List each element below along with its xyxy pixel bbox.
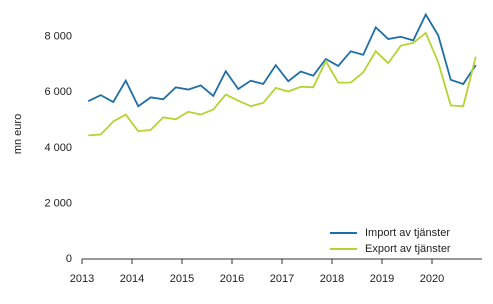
y-axis-label: mn euro — [12, 114, 24, 154]
x-tick-label: 2017 — [270, 273, 294, 285]
y-tick-label: 0 — [66, 253, 72, 265]
x-tick-label: 2020 — [420, 273, 444, 285]
series-line — [88, 31, 477, 137]
y-tick-label: 8 000 — [44, 31, 72, 43]
y-tick-label: 4 000 — [44, 142, 72, 154]
legend-label: Export av tjänster — [365, 243, 451, 255]
y-tick-label: 2 000 — [44, 197, 72, 209]
x-tick-label: 2019 — [370, 273, 394, 285]
x-tick-label: 2016 — [220, 273, 244, 285]
x-tick-label: 2015 — [170, 273, 194, 285]
y-tick-label: 6 000 — [44, 86, 72, 98]
x-tick-label: 2018 — [320, 273, 344, 285]
series-line — [87, 12, 477, 108]
x-tick-label: 2014 — [120, 273, 144, 285]
x-tick-label: 2013 — [70, 273, 94, 285]
legend-label: Import av tjänster — [365, 227, 450, 239]
